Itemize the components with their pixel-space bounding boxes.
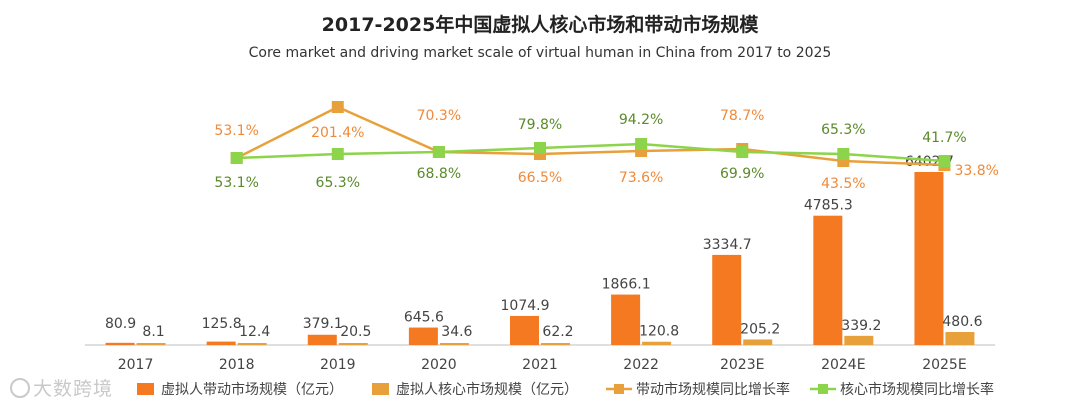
growth-label-driving-2018: 53.1%: [214, 123, 258, 139]
bar-label-core-2018: 12.4: [239, 324, 270, 340]
watermark-text: 大数跨境: [33, 378, 114, 400]
bar-driving-2021: [510, 315, 539, 345]
legend-driving-growth-swatch-marker: [614, 384, 624, 394]
x-tick-2017: 2017: [118, 357, 154, 373]
bar-label-driving-2019: 379.1: [303, 316, 343, 332]
bar-core-2018: [237, 343, 267, 345]
legend-driving-bar-swatch: [137, 383, 154, 395]
marker-core-2021: [534, 142, 546, 154]
growth-label-driving-2021: 66.5%: [518, 170, 562, 186]
growth-label-core-2020: 68.8%: [417, 166, 461, 182]
growth-label-core-2022: 94.2%: [619, 112, 663, 128]
bar-driving-2022: [611, 294, 641, 345]
x-tick-2025E: 2025E: [922, 357, 966, 373]
bar-driving-2024E: [813, 215, 843, 345]
legend-core-growth-swatch-marker: [818, 384, 828, 394]
chart-subtitle: Core market and driving market scale of …: [248, 45, 832, 61]
bar-label-driving-2017: 80.9: [105, 316, 136, 332]
bar-label-driving-2024E: 4785.3: [804, 198, 853, 214]
marker-core-2023E: [736, 146, 749, 158]
growth-label-driving-2019: 201.4%: [311, 125, 364, 141]
x-tick-2021: 2021: [522, 357, 558, 373]
x-tick-2023E: 2023E: [720, 357, 764, 373]
bar-core-2021: [541, 343, 570, 345]
bar-label-driving-2023E: 3334.7: [703, 237, 752, 253]
bar-label-core-2021: 62.2: [542, 324, 573, 340]
line-core-growth: [236, 142, 945, 163]
bar-core-2017: [136, 343, 166, 345]
bar-driving-2017: [105, 342, 135, 345]
legend-core-growth-label: 核心市场规模同比增长率: [840, 381, 994, 398]
bar-label-core-2024E: 339.2: [841, 318, 881, 334]
bar-driving-2020: [408, 327, 438, 345]
legend-driving-bar-label: 虚拟人带动市场规模（亿元）: [161, 381, 343, 398]
marker-core-2020: [432, 146, 445, 158]
growth-label-core-2025E: 41.7%: [922, 130, 966, 146]
growth-label-driving-2023E: 78.7%: [720, 108, 764, 124]
bar-label-driving-2021: 1074.9: [501, 298, 550, 314]
marker-core-2022: [635, 138, 648, 150]
bar-label-core-2019: 20.5: [340, 324, 371, 340]
bar-label-driving-2018: 125.8: [202, 316, 242, 332]
x-tick-2022: 2022: [623, 357, 659, 373]
bar-core-2022: [642, 341, 672, 345]
growth-label-core-2018: 53.1%: [214, 175, 258, 191]
marker-core-2025E: [938, 155, 951, 167]
bar-label-core-2017: 8.1: [142, 324, 164, 340]
growth-label-driving-2022: 73.6%: [619, 170, 663, 186]
watermark: 大数跨境: [10, 374, 113, 401]
growth-label-core-2021: 79.8%: [518, 117, 562, 133]
bar-label-core-2023E: 205.2: [740, 321, 780, 337]
marker-core-2024E: [837, 148, 850, 160]
bar-core-2023E: [743, 339, 773, 345]
growth-label-core-2023E: 69.9%: [720, 166, 764, 182]
bar-label-core-2020: 34.6: [441, 324, 472, 340]
line-driving-growth: [236, 105, 945, 167]
bar-label-core-2025E: 480.6: [942, 314, 982, 330]
x-tick-2020: 2020: [421, 357, 457, 373]
marker-core-2018: [230, 152, 243, 164]
x-tick-2019: 2019: [320, 357, 356, 373]
chart-title: 2017-2025年中国虚拟人核心市场和带动市场规模: [321, 14, 759, 36]
bar-core-2024E: [844, 335, 874, 345]
growth-label-driving-2024E: 43.5%: [821, 176, 865, 192]
bar-label-driving-2020: 645.6: [404, 310, 444, 326]
legend-core-bar-swatch: [372, 383, 389, 395]
bar-core-2019: [338, 343, 368, 345]
growth-label-driving-2025E: 33.8%: [954, 163, 998, 179]
bar-driving-2023E: [712, 254, 742, 345]
x-tick-2024E: 2024E: [821, 357, 865, 373]
growth-label-core-2024E: 65.3%: [821, 122, 865, 138]
bar-label-driving-2022: 1866.1: [602, 277, 651, 293]
x-tick-2018: 2018: [219, 357, 255, 373]
growth-label-core-2019: 65.3%: [316, 175, 360, 191]
legend-driving-growth-label: 带动市场规模同比增长率: [636, 381, 790, 398]
bar-driving-2018: [206, 341, 236, 345]
bar-core-2025E: [945, 332, 975, 345]
marker-driving-2019: [331, 101, 344, 113]
watermark-logo-icon: [10, 378, 30, 398]
growth-label-driving-2020: 70.3%: [417, 108, 461, 124]
bar-driving-2019: [307, 334, 337, 345]
marker-core-2019: [331, 148, 344, 160]
legend-core-bar-label: 虚拟人核心市场规模（亿元）: [396, 381, 578, 398]
bar-label-core-2022: 120.8: [639, 324, 679, 340]
bar-driving-2025E: [914, 172, 944, 345]
bar-core-2020: [439, 343, 469, 345]
